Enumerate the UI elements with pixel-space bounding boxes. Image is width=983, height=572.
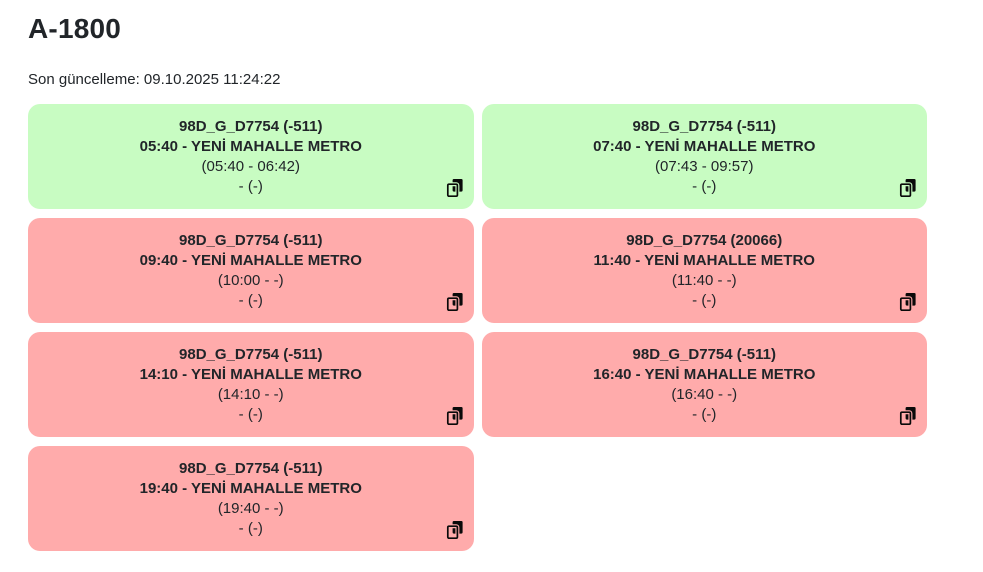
copy-icon [445,293,463,312]
trip-vehicle-label: 98D_G_D7754 (-511) [179,118,323,135]
trip-card-grid: 98D_G_D7754 (-511) 05:40 - YENİ MAHALLE … [28,104,927,551]
trip-realized-times: (10:00 - -) [217,272,284,289]
trip-vehicle-label: 98D_G_D7754 (-511) [179,232,323,249]
trip-card: 98D_G_D7754 (-511) 14:10 - YENİ MAHALLE … [28,332,474,437]
copy-trip-button[interactable] [445,520,465,540]
trip-realized-times: (19:40 - -) [217,500,284,517]
copy-icon [898,293,916,312]
trip-departure-label: 05:40 - YENİ MAHALLE METRO [139,138,362,155]
copy-icon [898,407,916,426]
trip-realized-times: (16:40 - -) [671,386,738,403]
trip-note: - (-) [238,406,263,423]
trip-note: - (-) [692,406,717,423]
copy-icon [445,521,463,540]
trip-departure-label: 09:40 - YENİ MAHALLE METRO [139,252,362,269]
trip-card: 98D_G_D7754 (-511) 19:40 - YENİ MAHALLE … [28,446,474,551]
trip-note: - (-) [692,292,717,309]
trip-card: 98D_G_D7754 (-511) 09:40 - YENİ MAHALLE … [28,218,474,323]
trip-note: - (-) [692,178,717,195]
trip-vehicle-label: 98D_G_D7754 (20066) [626,232,783,249]
trip-departure-label: 16:40 - YENİ MAHALLE METRO [593,366,816,383]
trip-realized-times: (05:40 - 06:42) [201,158,300,175]
copy-icon [445,179,463,198]
copy-icon [445,407,463,426]
trip-card: 98D_G_D7754 (-511) 07:40 - YENİ MAHALLE … [481,104,927,209]
trip-card: 98D_G_D7754 (20066) 11:40 - YENİ MAHALLE… [481,218,927,323]
trip-vehicle-label: 98D_G_D7754 (-511) [632,346,776,363]
trip-vehicle-label: 98D_G_D7754 (-511) [179,346,323,363]
copy-trip-button[interactable] [445,178,465,198]
copy-trip-button[interactable] [445,406,465,426]
trip-realized-times: (11:40 - -) [671,272,737,289]
trip-departure-label: 07:40 - YENİ MAHALLE METRO [593,138,816,155]
last-update-text: Son güncelleme: 09.10.2025 11:24:22 [28,71,281,88]
trip-departure-label: 11:40 - YENİ MAHALLE METRO [593,252,815,269]
page-title: A-1800 [28,13,122,44]
trip-departure-label: 19:40 - YENİ MAHALLE METRO [139,480,362,497]
trip-vehicle-label: 98D_G_D7754 (-511) [179,460,323,477]
trip-realized-times: (07:43 - 09:57) [655,158,754,175]
copy-trip-button[interactable] [898,292,918,312]
trip-card: 98D_G_D7754 (-511) 05:40 - YENİ MAHALLE … [28,104,474,209]
trip-note: - (-) [238,178,263,195]
copy-trip-button[interactable] [898,406,918,426]
copy-icon [898,179,916,198]
trip-note: - (-) [238,292,263,309]
trip-card: 98D_G_D7754 (-511) 16:40 - YENİ MAHALLE … [481,332,927,437]
copy-trip-button[interactable] [445,292,465,312]
trip-dashboard-page: A-1800 Son güncelleme: 09.10.2025 11:24:… [28,13,927,551]
trip-departure-label: 14:10 - YENİ MAHALLE METRO [139,366,362,383]
trip-vehicle-label: 98D_G_D7754 (-511) [632,118,776,135]
trip-note: - (-) [238,520,263,537]
trip-realized-times: (14:10 - -) [217,386,284,403]
copy-trip-button[interactable] [898,178,918,198]
